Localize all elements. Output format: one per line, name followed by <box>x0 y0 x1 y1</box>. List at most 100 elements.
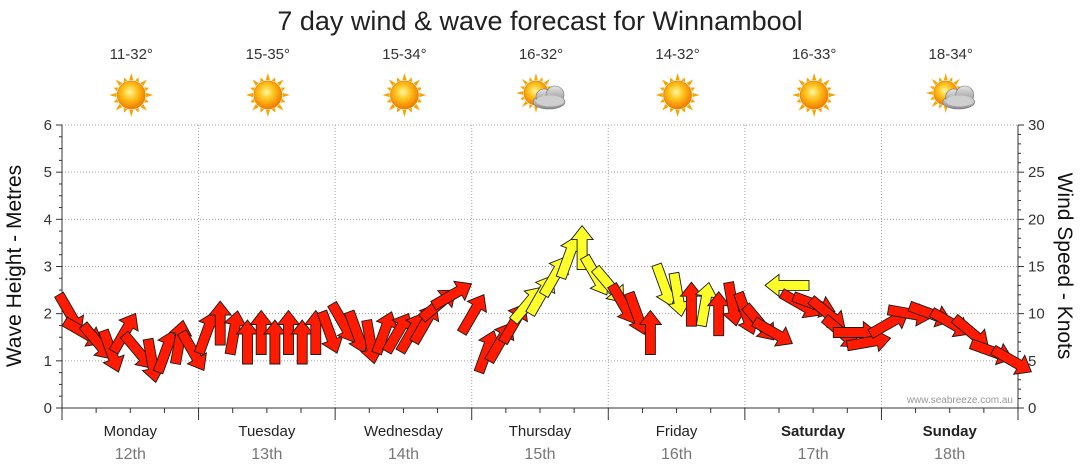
sun-ray <box>948 77 953 82</box>
sun-ray <box>539 77 543 82</box>
credit-label: www.seabreeze.com.au <box>906 395 1013 406</box>
sun-ray <box>660 87 665 92</box>
sun-ray <box>144 98 149 103</box>
sun-ray <box>250 87 255 92</box>
day-date-label: 18th <box>934 446 965 463</box>
sun-ray <box>252 104 259 111</box>
sun-ray <box>276 104 284 111</box>
wind-arrow <box>108 312 139 355</box>
sun-ray <box>681 77 686 83</box>
day-name-label: Thursday <box>509 423 572 440</box>
day-labels: Monday 12th Tuesday 13th Wednesday 14th Thursd… <box>104 423 978 463</box>
y-axis-title-left: Wave Height - Metres <box>3 165 26 367</box>
y-left-tick-labels: 0 1 2 3 4 5 6 <box>44 117 52 417</box>
day-date-label: 14th <box>388 446 419 463</box>
sun-ray <box>529 104 533 109</box>
day-date-label: 16th <box>661 446 692 463</box>
sun-ray <box>113 87 119 92</box>
y-right-tick-label: 30 <box>1028 117 1045 134</box>
sun-ray <box>280 87 286 92</box>
sun-ray <box>382 92 390 98</box>
sun-ray <box>534 105 538 113</box>
sun-ray <box>939 104 943 109</box>
wind-arrow <box>456 294 488 336</box>
chart-title: 7 day wind & wave forecast for Winnamboo… <box>277 6 802 36</box>
axes <box>56 124 1024 420</box>
sun-ray <box>925 91 933 95</box>
day-name-label: Wednesday <box>364 423 443 440</box>
y-left-tick-label: 4 <box>44 211 52 228</box>
sun-ray <box>123 77 128 83</box>
sun-rays <box>792 73 837 117</box>
day-name-label: Saturday <box>781 423 846 440</box>
sun-ray <box>675 73 680 81</box>
sun-ray <box>931 100 938 108</box>
sun-ray <box>796 87 802 92</box>
sun-ray <box>271 77 276 83</box>
sun-ray <box>690 98 696 103</box>
sun-ray <box>276 79 284 86</box>
wind-arrow <box>208 300 233 346</box>
sunny-icon <box>382 73 427 117</box>
sun-ray <box>129 73 134 81</box>
sun-ray <box>396 107 401 113</box>
sun-ray <box>402 109 407 117</box>
sun-ray <box>271 107 276 113</box>
sun-ray <box>417 87 422 92</box>
y-right-tick-label: 15 <box>1028 259 1045 276</box>
sun-ray <box>129 109 134 117</box>
sun-ray <box>543 78 551 86</box>
sun-ray <box>798 79 806 86</box>
day-name-label: Monday <box>104 423 158 440</box>
sun-ray <box>123 107 128 113</box>
sun-disc <box>390 80 419 110</box>
y-left-tick-label: 0 <box>44 400 52 417</box>
y-left-tick-label: 2 <box>44 306 52 323</box>
sun-ray <box>521 100 529 108</box>
wind-arrow <box>430 280 473 311</box>
sun-ray <box>115 79 123 86</box>
sun-ray <box>265 109 270 117</box>
sun-ray <box>817 77 822 83</box>
sunny-icon <box>655 73 700 117</box>
sunny-icon <box>245 73 290 117</box>
day-date-label: 17th <box>798 446 829 463</box>
sun-ray <box>140 79 147 86</box>
sun-ray <box>135 77 139 83</box>
sun-disc <box>116 80 146 110</box>
sun-ray <box>812 73 817 81</box>
sun-ray <box>660 98 665 103</box>
day-temperature-range: 11-32° <box>110 46 153 63</box>
sunny-icon <box>109 73 154 117</box>
sun-ray <box>812 109 817 117</box>
partly-cloudy-icon <box>925 73 976 113</box>
cloud <box>532 85 566 110</box>
sun-ray <box>827 87 832 92</box>
sun-ray <box>413 79 420 86</box>
sun-disc <box>663 80 692 110</box>
partly-cloudy-icon <box>516 73 566 113</box>
sun-ray <box>109 92 117 98</box>
sun-ray <box>388 104 396 111</box>
sun-rays <box>245 73 290 117</box>
sun-ray <box>823 79 830 86</box>
day-date-label: 15th <box>524 446 555 463</box>
sun-ray <box>655 92 663 98</box>
sun-ray <box>662 104 669 111</box>
sun-ray <box>529 77 533 82</box>
day-temperature-range: 16-32° <box>519 46 563 63</box>
sun-ray <box>943 73 948 81</box>
sun-rays <box>382 73 427 117</box>
sun-ray <box>823 104 830 111</box>
day-temperature-range: 16-33° <box>792 46 836 63</box>
sun-ray <box>520 86 525 90</box>
sun-ray <box>260 77 265 83</box>
y-left-tick-label: 5 <box>44 164 52 181</box>
sun-ray <box>413 104 420 111</box>
sun-ray <box>690 87 696 92</box>
day-name-label: Tuesday <box>238 423 295 440</box>
y-left-tick-label: 3 <box>44 259 52 276</box>
day-temperature-range: 15-34° <box>382 46 426 63</box>
y-axis-title-right: Wind Speed - Knots <box>1053 173 1076 360</box>
